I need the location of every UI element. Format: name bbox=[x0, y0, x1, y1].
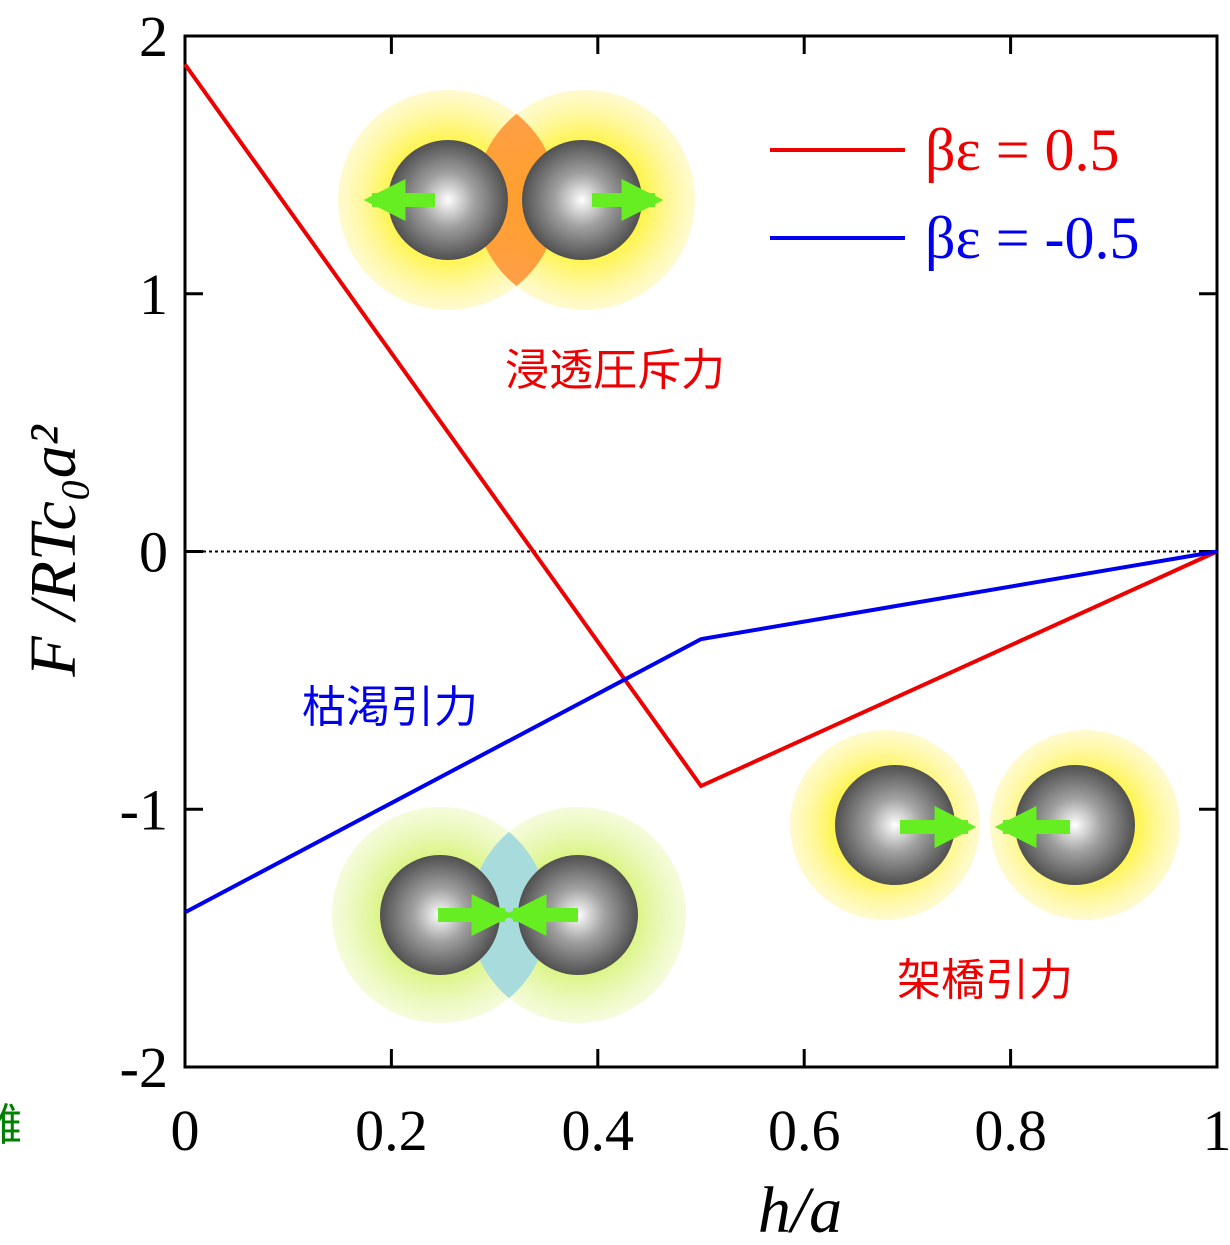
annotation: 難 bbox=[0, 1100, 22, 1151]
x-tick-label: 0.4 bbox=[562, 1098, 635, 1163]
y-tick-label: -2 bbox=[120, 1035, 168, 1100]
x-tick-label: 0 bbox=[171, 1098, 200, 1163]
x-axis-label: h/a bbox=[758, 1174, 842, 1245]
x-tick-label: 0.2 bbox=[355, 1098, 428, 1163]
y-tick-label: 1 bbox=[139, 262, 168, 327]
y-axis-label: F /RTc₀a² bbox=[17, 424, 90, 677]
chart: h/a F /RTc₀a² 浸透圧斥力 枯渇引力 架橋引力 難 0 0.2 0.4 0… bbox=[0, 0, 1230, 1245]
annotation: 浸透圧斥力 bbox=[505, 345, 725, 396]
annotation: 枯渇引力 bbox=[302, 682, 478, 733]
x-tick-label: 0.6 bbox=[768, 1098, 841, 1163]
y-tick-label: -1 bbox=[120, 777, 168, 842]
x-tick-label: 0.8 bbox=[974, 1098, 1047, 1163]
legend-label: βε = -0.5 bbox=[925, 205, 1140, 271]
x-tick-label: 1 bbox=[1203, 1098, 1230, 1163]
legend-label: βε = 0.5 bbox=[925, 117, 1120, 183]
y-tick-label: 2 bbox=[139, 4, 168, 69]
annotation: 架橋引力 bbox=[897, 955, 1073, 1006]
y-tick-label: 0 bbox=[139, 520, 168, 585]
